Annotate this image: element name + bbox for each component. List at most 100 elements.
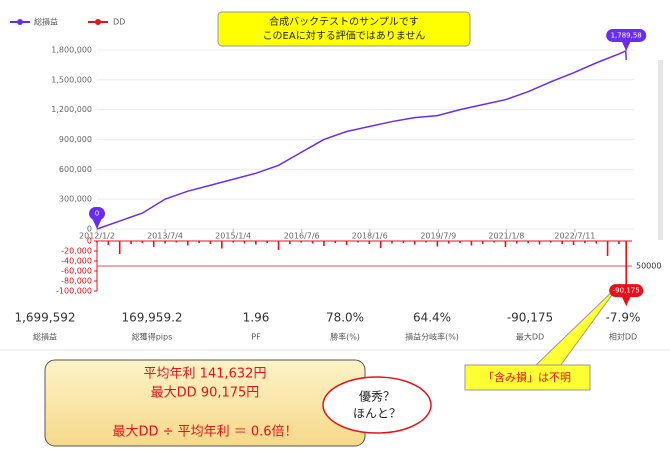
stat-label: 総損益 [33, 332, 57, 342]
pin-head [606, 28, 647, 42]
x-tick-label: 2018/1/6 [352, 232, 388, 241]
dd-bar [345, 241, 348, 245]
dd-bar [481, 241, 484, 244]
y-tick-label: 300,000 [59, 195, 92, 204]
notice-box [217, 11, 471, 47]
dd-bar [606, 241, 609, 256]
dd-bar [379, 241, 382, 248]
stat-label: 総獲得pips [132, 332, 173, 342]
dd-bar [130, 241, 132, 244]
stat-value: -90,175 [507, 311, 553, 325]
dd-bar [391, 241, 393, 244]
y-tick-label: 900,000 [59, 135, 92, 144]
bubble-text: 優秀？ [359, 390, 395, 404]
dd-bar [243, 241, 246, 244]
summary-line: 最大DD ÷ 平均年利 ＝ 0.6倍！ [112, 425, 297, 440]
dd-bar [470, 241, 473, 246]
dd-bar [152, 241, 155, 247]
dd-bar [323, 241, 325, 246]
legend-dot [95, 19, 101, 25]
y-tick-label: 0 [87, 225, 92, 234]
dd-bar [221, 241, 223, 249]
dd-bar [368, 241, 371, 244]
notice-text: 合成バックテストのサンプルです [269, 15, 419, 28]
stat-value: 1.96 [243, 311, 270, 325]
legend-label: 総損益 [34, 17, 58, 27]
dd-bar [186, 241, 189, 246]
dd-bar [277, 241, 280, 250]
dd-bar [232, 241, 234, 243]
stat-value: 64.4% [413, 311, 451, 325]
dd-bar [561, 241, 563, 244]
dd-bar [266, 241, 268, 243]
stat-label: PF [251, 333, 261, 342]
ref-line-label: 50000 [636, 262, 661, 271]
dd-bar [516, 241, 518, 244]
stat-label: 損益分岐率(%) [405, 332, 459, 342]
y-tick-label: -20,000 [61, 247, 92, 256]
x-tick-label: 2022/7/11 [554, 232, 595, 241]
bubble-text: ほんと？ [353, 407, 401, 421]
scrollbar [658, 60, 663, 240]
x-tick-label: 2012/1/2 [79, 232, 115, 241]
x-tick-label: 2019/7/9 [420, 232, 456, 241]
y-tick-label: -40,000 [61, 257, 92, 266]
pin-label: -90,175 [613, 287, 640, 295]
x-tick-label: 2013/7/4 [147, 232, 183, 241]
x-tick-label: 2016/7/6 [284, 232, 320, 241]
stat-value: 78.0% [326, 311, 364, 325]
notice-text: このEAに対する評価ではありません [263, 29, 426, 42]
dd-bar [447, 241, 450, 244]
pin [92, 218, 102, 229]
dd-bar [209, 241, 212, 244]
dd-bar [357, 241, 359, 243]
y-tick-label: 1,500,000 [51, 75, 92, 84]
dd-bar [425, 241, 427, 243]
dd-bar [96, 241, 98, 243]
stat-value: -7.9% [606, 311, 641, 325]
stat-label: 勝率(%) [330, 332, 360, 342]
y-tick-label: -100,000 [56, 287, 92, 296]
dd-bar [107, 241, 110, 245]
summary-line: 平均年利 141,632円 [144, 367, 267, 382]
dd-bar [311, 241, 314, 244]
dd-bar [618, 241, 620, 244]
pin-label: 0 [95, 210, 99, 218]
pin [621, 39, 632, 51]
dd-bar [198, 241, 200, 243]
stats: 1,699,592 総損益 169,959.2 総獲得pips 1.96 PF … [14, 311, 640, 342]
y-tick-label: 0 [87, 237, 92, 246]
stat-label: 最大DD [516, 332, 544, 342]
stat-label: 相対DD [609, 332, 637, 342]
pin-head [609, 284, 644, 298]
x-tick-label: 2021/1/8 [488, 232, 524, 241]
dd-bar [550, 241, 552, 243]
dd-bar [584, 241, 586, 243]
dd-bar [164, 241, 166, 244]
speech-bubble [322, 376, 432, 434]
pin-label: 1,789,58 [611, 31, 642, 39]
pin [621, 295, 632, 307]
stat-value: 169,959.2 [121, 311, 182, 325]
dd-bar [289, 241, 291, 244]
dd-bar [493, 241, 495, 243]
equity-line [96, 49, 627, 230]
dd-bar [402, 241, 405, 243]
dd-bar [141, 241, 144, 243]
dd-bar [538, 241, 541, 245]
y-tick-label: -60,000 [61, 267, 92, 276]
pin-head [89, 207, 105, 220]
dd-bar [504, 241, 507, 247]
dd-bar [527, 241, 529, 243]
stat-value: 1,699,592 [14, 311, 75, 325]
dd-bar [255, 241, 257, 245]
legend-dot [17, 19, 23, 25]
legend-label: DD [113, 18, 125, 27]
y-tick-label: 1,800,000 [51, 45, 92, 54]
y-tick-label: 600,000 [59, 165, 92, 174]
dd-bar [436, 241, 439, 247]
dd-bar [413, 241, 416, 245]
y-tick-label: -80,000 [61, 277, 92, 286]
y-tick-label: 1,200,000 [51, 105, 92, 114]
